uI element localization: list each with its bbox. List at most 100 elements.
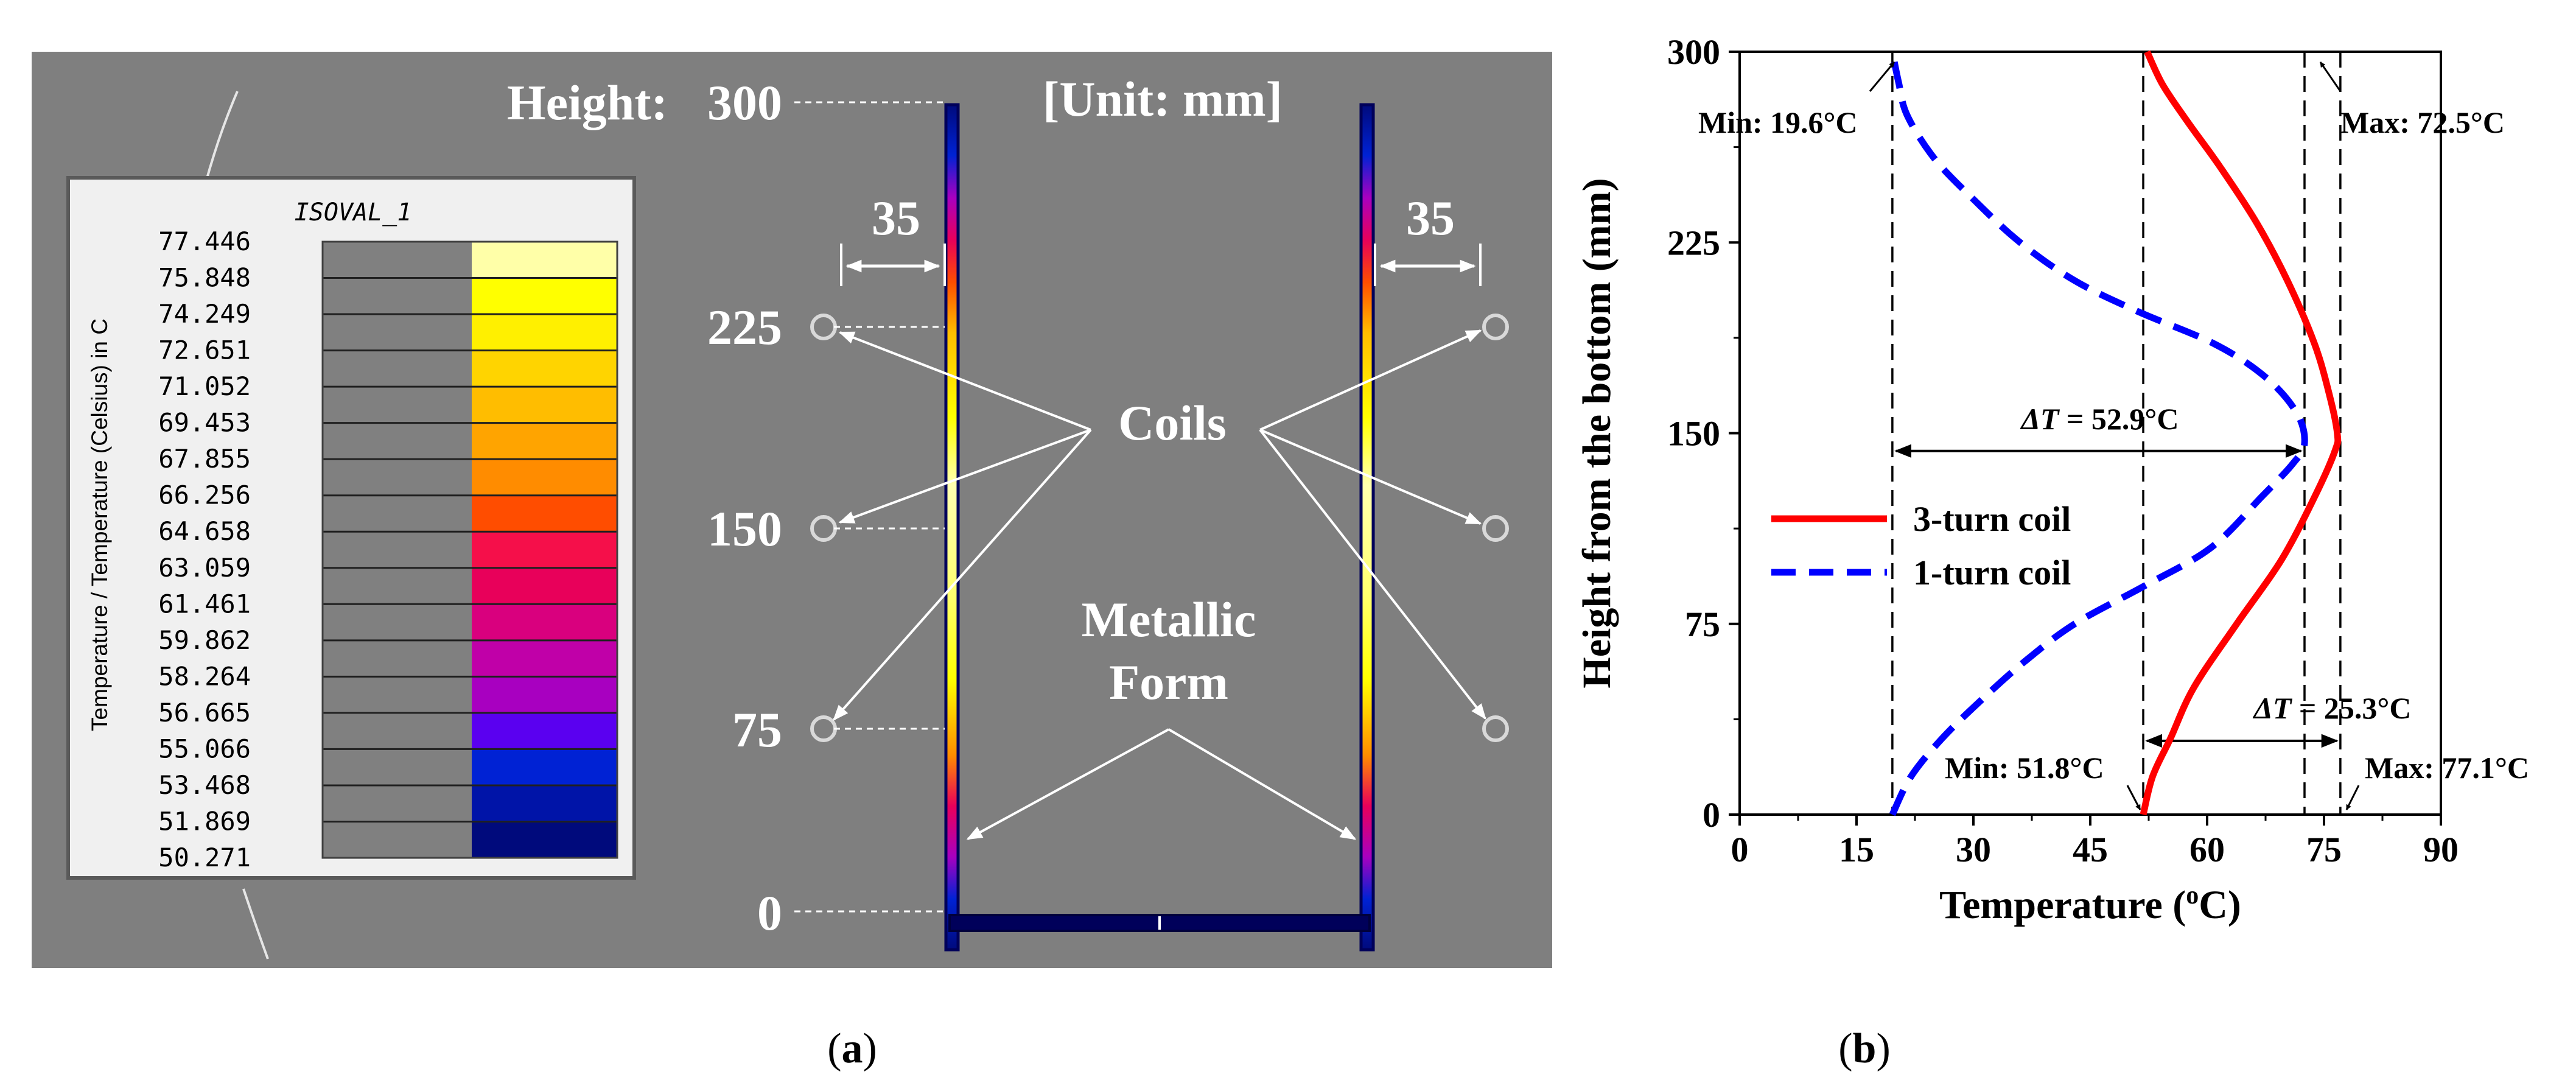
decor-curve-top <box>205 91 239 183</box>
legend-value: 72.651 <box>158 335 251 365</box>
color-legend: ISOVAL_1 Temperature / Temperature (Cels… <box>66 176 636 880</box>
dimension-right: 35 <box>1374 192 1482 286</box>
annotation-min-1turn: Min: 19.6°C <box>1698 105 1858 139</box>
legend-gray-column <box>323 242 472 858</box>
series-line-3turn <box>2140 50 2342 816</box>
delta-value-1: = 52.9°C <box>2059 402 2179 436</box>
legend-swatch <box>472 350 617 387</box>
legend-value: 58.264 <box>158 661 251 691</box>
legend-label: 3-turn coil <box>1913 499 2071 539</box>
legend-swatch <box>472 242 617 278</box>
legend-value: 51.869 <box>158 806 251 836</box>
legend-value: 75.848 <box>158 263 251 293</box>
legend-swatch <box>472 278 617 315</box>
x-tick-label: 15 <box>1839 830 1874 869</box>
x-axis-label: Temperature (oC) <box>1939 882 2241 927</box>
legend-value: 55.066 <box>158 734 251 763</box>
height-tick-label: 225 <box>707 300 782 355</box>
height-label: Height: <box>507 75 668 130</box>
dimension-left: 35 <box>840 192 946 286</box>
coils-pointers <box>833 329 1486 721</box>
height-tick-label: 300 <box>707 75 782 130</box>
y-tick-label: 150 <box>1667 414 1720 454</box>
y-tick-label: 300 <box>1667 32 1720 72</box>
legend-swatch <box>472 640 617 677</box>
legend-value: 77.446 <box>158 226 251 256</box>
y-axis-label: Height from the bottom (mm) <box>1575 178 1619 688</box>
annotation-delta-1turn: ΔT = 52.9°C <box>2020 402 2179 436</box>
coil-right-225 <box>1482 314 1509 340</box>
series-line-1turn <box>1889 51 2308 816</box>
y-tick-label: 75 <box>1685 605 1720 644</box>
annotation-arrows <box>1869 61 2360 810</box>
x-tick-label: 60 <box>2189 830 2225 869</box>
panel-b-label: (b) <box>1838 1025 1891 1072</box>
legend-swatch <box>472 387 617 423</box>
legend-label: 1-turn coil <box>1913 553 2071 592</box>
legend-value: 74.249 <box>158 299 251 329</box>
legend-value: 53.468 <box>158 770 251 800</box>
height-tick-label: 150 <box>707 501 782 556</box>
legend-swatch <box>472 459 617 496</box>
form-label-line1: Metallic <box>1082 592 1256 647</box>
legend-title: ISOVAL_1 <box>295 198 412 226</box>
metallic-form <box>944 103 1375 952</box>
legend-value: 64.658 <box>158 516 251 546</box>
x-tick-label: 0 <box>1731 830 1749 869</box>
panel-a-letter: a <box>842 1025 863 1072</box>
dimension-left-label: 35 <box>872 192 920 245</box>
legend-color-frame <box>321 240 618 859</box>
legend-value: 67.855 <box>158 444 251 474</box>
annotation-max-top: Max: 72.5°C <box>2340 105 2505 139</box>
legend-swatch <box>472 423 617 460</box>
x-tick-label: 90 <box>2423 830 2459 869</box>
legend-swatch <box>472 712 617 749</box>
form-left-wall <box>944 103 960 952</box>
unit-label: [Unit: mm] <box>1043 71 1283 127</box>
annotation-delta-3turn: ΔT = 25.3°C <box>2253 691 2412 725</box>
coils-label: Coils <box>1118 395 1227 451</box>
x-tick-label: 45 <box>2073 830 2108 869</box>
height-tick-label: 75 <box>732 702 782 757</box>
legend-swatch <box>472 821 617 858</box>
coil-right-150 <box>1482 515 1509 542</box>
legend-swatch <box>472 604 617 640</box>
legend-swatch <box>472 567 617 605</box>
legend-swatch <box>472 676 617 713</box>
coil-right-75 <box>1482 715 1509 742</box>
legend-value: 59.862 <box>158 625 251 655</box>
delta-symbol-2: ΔT <box>2253 691 2293 725</box>
x-tick-label: 30 <box>1956 830 1991 869</box>
legend-swatch <box>472 749 617 785</box>
height-tick-label: 0 <box>757 885 782 941</box>
legend-axis-title: Temperature / Temperature (Celsius) in C <box>87 318 112 731</box>
legend-value: 56.665 <box>158 698 251 728</box>
legend-value: 66.256 <box>158 480 251 510</box>
annotation-min-3turn: Min: 51.8°C <box>1945 751 2104 785</box>
form-right-wall <box>1359 103 1375 952</box>
legend-value: 69.453 <box>158 408 251 438</box>
y-tick-label: 0 <box>1703 795 1720 835</box>
annotation-max-3turn: Max: 77.1°C <box>2365 751 2529 785</box>
dimension-right-label: 35 <box>1406 192 1455 245</box>
panel-a: ISOVAL_1 Temperature / Temperature (Cels… <box>32 52 1552 1072</box>
decor-curve-bottom <box>242 888 269 959</box>
legend-value: 71.052 <box>158 371 251 401</box>
legend-swatch <box>472 314 617 351</box>
panel-a-label: (a) <box>827 1025 877 1072</box>
y-tick-label: 225 <box>1667 223 1720 262</box>
legend-value: 50.271 <box>158 843 251 872</box>
delta-value-2: = 25.3°C <box>2291 691 2411 725</box>
legend-swatch <box>472 531 617 568</box>
panel-b-letter: b <box>1853 1025 1877 1072</box>
x-tick-label: 75 <box>2306 830 2342 869</box>
form-pointers <box>966 728 1357 840</box>
panel-b: 0 15 30 45 60 75 90 0 75 150 225 300 Temperature (oC… <box>1575 32 2529 1072</box>
legend-value: 61.461 <box>158 589 251 619</box>
legend-value: 63.059 <box>158 553 251 583</box>
level-guides <box>794 101 945 913</box>
delta-symbol-1: ΔT <box>2020 402 2060 436</box>
legend-swatch <box>472 495 617 532</box>
chart-plot-area: 0 15 30 45 60 75 90 0 75 150 225 300 Temperature (oC… <box>1575 32 2459 927</box>
